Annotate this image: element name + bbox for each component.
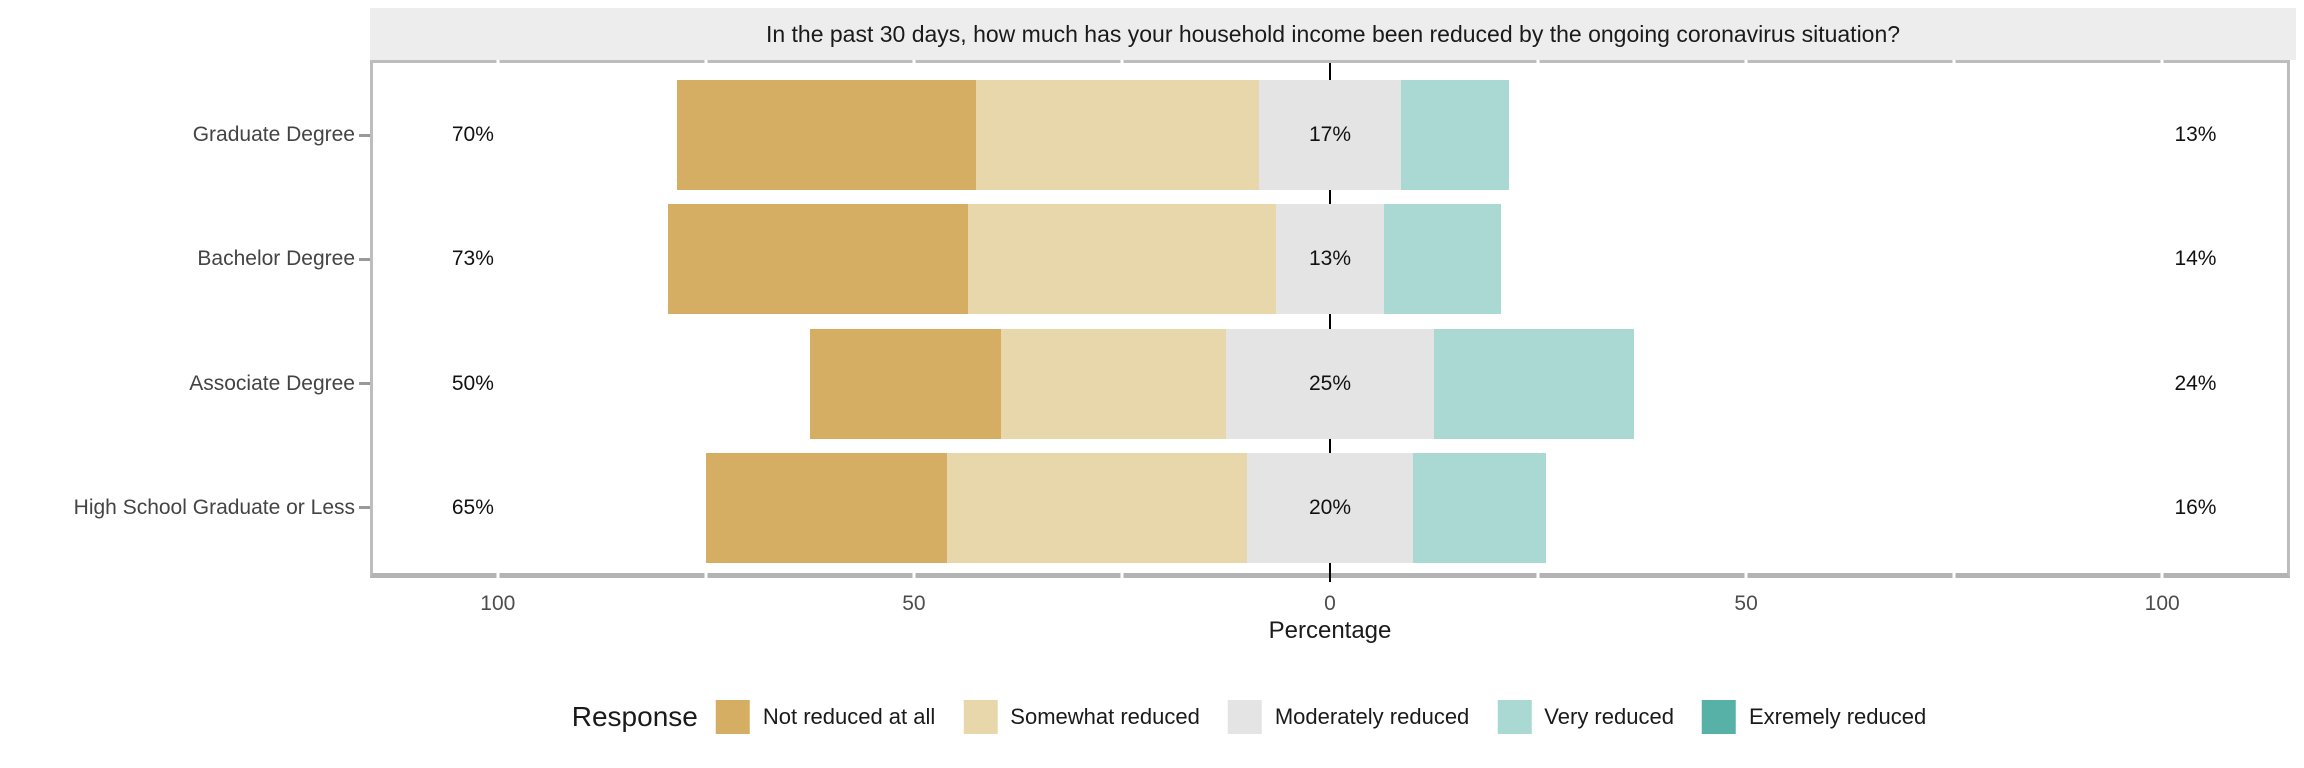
center-value-label: 25% (1308, 371, 1352, 395)
grid-notch-top (912, 60, 916, 63)
legend-swatch-somewhat-reduced (963, 700, 998, 734)
bar-row: 73% 13% 14% (373, 204, 2287, 315)
left-value-label: 73% (451, 247, 494, 271)
bar-segment-somewhat-reduced (968, 204, 1276, 315)
left-value-label: 50% (451, 371, 494, 395)
x-tick-label: 0 (1324, 592, 1336, 615)
bar-row: 65% 20% 16% (373, 452, 2287, 563)
chart-title: In the past 30 days, how much has your h… (765, 20, 1901, 47)
x-tick-label: 100 (2144, 592, 2180, 615)
grid-notch-bottom (912, 573, 916, 578)
grid-notch-bottom (1120, 573, 1124, 578)
bar-segment-very-reduced (1384, 204, 1501, 315)
legend-title: Response (571, 701, 698, 732)
legend-label: Exremely reduced (1748, 704, 1927, 729)
grid-notch-bottom (1744, 573, 1748, 578)
legend-item-very-reduced: Very reduced (1497, 700, 1674, 734)
legend-item-somewhat-reduced: Somewhat reduced (963, 700, 1200, 734)
grid-notch-bottom (704, 573, 708, 578)
grid-notch-top (704, 60, 708, 63)
legend-swatch-moderately-reduced (1227, 700, 1262, 734)
legend-item-moderately-reduced: Moderately reduced (1227, 700, 1470, 734)
x-axis-title: Percentage (1268, 617, 1392, 644)
grid-notch-top (1120, 60, 1124, 63)
center-value-label: 13% (1308, 247, 1352, 271)
grid-notch-top (496, 60, 500, 63)
grid-notch-bottom (1952, 573, 1956, 578)
bar-segment-not-reduced-at-all (668, 204, 968, 315)
x-tick-label: 100 (480, 592, 516, 615)
center-value-label: 17% (1308, 123, 1352, 146)
bar-segment-somewhat-reduced (947, 452, 1247, 563)
y-axis-label: High School Graduate or Less (73, 495, 355, 519)
grid-notch-bottom (496, 573, 500, 578)
y-axis-label: Bachelor Degree (197, 247, 355, 271)
legend: Response Not reduced at all Somewhat redu… (572, 697, 1955, 737)
grid-notch-bottom (1536, 573, 1540, 578)
bar-segment-somewhat-reduced (1001, 328, 1226, 439)
legend-swatch-not-reduced-at-all (715, 700, 750, 734)
grid-notch-top (2160, 60, 2164, 63)
y-axis-tick (359, 382, 370, 386)
left-value-label: 65% (451, 495, 494, 519)
bar-row: 50% 25% 24% (373, 328, 2287, 439)
legend-label: Not reduced at all (762, 704, 936, 729)
title-strip: In the past 30 days, how much has your h… (370, 8, 2296, 60)
plot-area: 70% 17% 13% 73% 13% 14% 50% 25% 24% 65% 20% 16% (373, 60, 2287, 582)
legend-swatch-exremely-reduced (1701, 700, 1736, 734)
right-value-label: 16% (2174, 495, 2217, 519)
y-axis-label: Graduate Degree (192, 123, 355, 146)
zero-line (1329, 63, 1331, 582)
right-value-label: 13% (2174, 123, 2217, 146)
legend-swatch-very-reduced (1497, 700, 1532, 734)
grid-notch-bottom (2160, 573, 2164, 578)
legend-item-not-reduced-at-all: Not reduced at all (715, 700, 936, 734)
bar-segment-moderately-reduced (1225, 328, 1434, 439)
grid-notch-top (1536, 60, 1540, 63)
legend-label: Somewhat reduced (1010, 704, 1200, 729)
bar-segment-not-reduced-at-all (705, 452, 948, 563)
bar-segment-moderately-reduced (1246, 452, 1414, 563)
left-value-label: 70% (451, 123, 494, 146)
grid-notch-top (1744, 60, 1748, 63)
bar-segment-very-reduced (1413, 452, 1547, 563)
plot-panel: 70% 17% 13% 73% 13% 14% 50% 25% 24% 65% 20% 16% (370, 60, 2290, 582)
y-axis-label: Associate Degree (189, 371, 355, 395)
center-value-label: 20% (1308, 495, 1352, 519)
bar-segment-very-reduced (1434, 328, 1634, 439)
bar-row: 70% 17% 13% (373, 80, 2287, 190)
legend-label: Moderately reduced (1274, 704, 1470, 729)
x-tick-label: 50 (1734, 592, 1758, 615)
right-value-label: 24% (2174, 371, 2217, 395)
bar-segment-moderately-reduced (1275, 204, 1385, 315)
x-tick-label: 50 (902, 592, 926, 615)
legend-item-exremely-reduced: Exremely reduced (1701, 700, 1927, 734)
y-axis-tick (359, 133, 370, 137)
grid-notch-top (1952, 60, 1956, 63)
legend-label: Very reduced (1544, 704, 1674, 729)
right-value-label: 14% (2174, 247, 2217, 271)
bar-segment-not-reduced-at-all (809, 328, 1002, 439)
bar-segment-very-reduced (1400, 80, 1509, 190)
y-axis-tick (359, 506, 370, 510)
bar-segment-not-reduced-at-all (676, 80, 977, 190)
bar-segment-somewhat-reduced (976, 80, 1260, 190)
bar-segment-moderately-reduced (1259, 80, 1401, 190)
y-axis-tick (359, 257, 370, 261)
